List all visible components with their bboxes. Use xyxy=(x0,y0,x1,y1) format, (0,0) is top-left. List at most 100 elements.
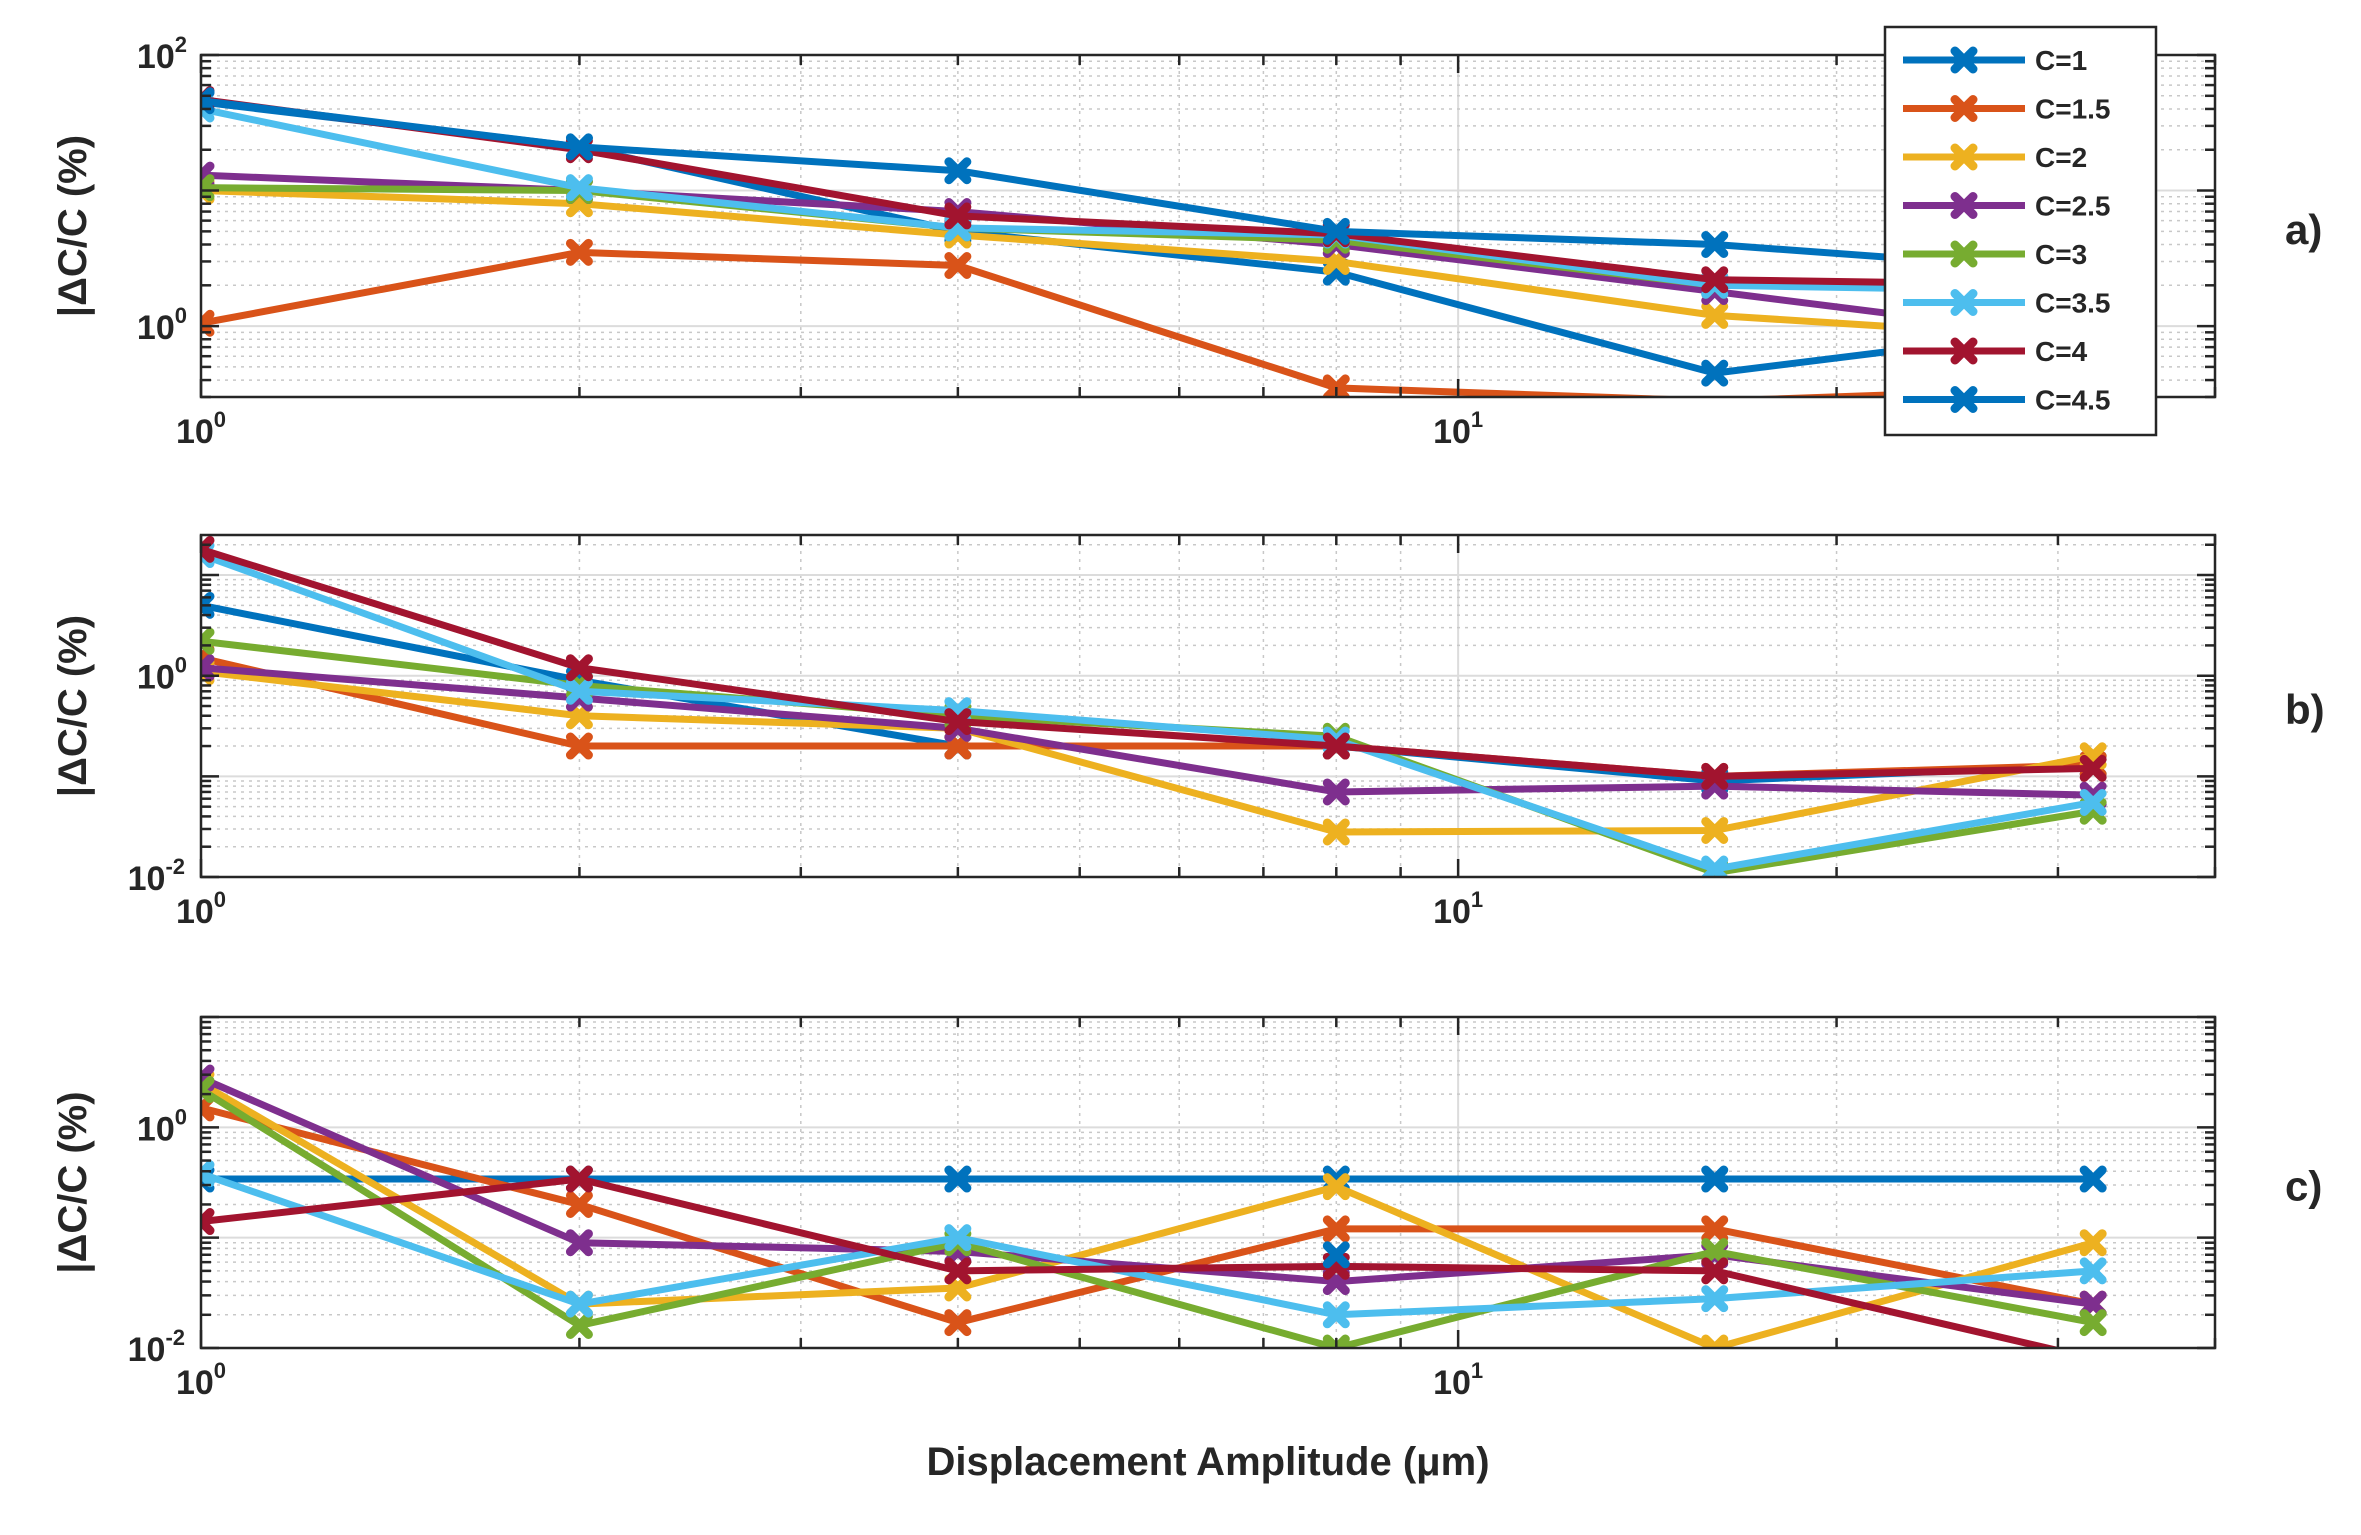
data-point-C=3.5 xyxy=(201,1160,215,1188)
data-point-C=4 xyxy=(565,654,593,682)
y-tick-label-base: 10 xyxy=(137,1110,175,1148)
x-tick-label: 101 xyxy=(1433,407,1483,451)
axes-box xyxy=(199,53,2217,399)
y-tick-label-exponent: 0 xyxy=(175,653,187,678)
data-point-C=3.5 xyxy=(565,1290,593,1318)
data-point-C=3.5 xyxy=(1701,1285,1729,1313)
data-point-C=2.5 xyxy=(1322,778,1350,806)
data-point-C=1.5 xyxy=(565,732,593,760)
data-point-C=3 xyxy=(201,627,215,655)
legend-marker-C=2 xyxy=(1950,143,1978,171)
series-line-C=4 xyxy=(201,1175,2063,1348)
data-point-C=1.5 xyxy=(944,252,972,280)
x-tick-label: 101 xyxy=(1433,1358,1483,1402)
series-group xyxy=(201,535,2107,877)
series-line-C=3 xyxy=(201,1086,2094,1348)
x-tick-label-exponent: 0 xyxy=(214,407,226,432)
data-point-C=4 xyxy=(565,1165,593,1193)
x-axis-label: Displacement Amplitude (μm) xyxy=(926,1440,1489,1484)
panel-label: c) xyxy=(2285,1163,2322,1210)
y-tick-label-base: 10 xyxy=(137,38,175,76)
series-line-C=4 xyxy=(201,546,2094,780)
data-point-C=3.5 xyxy=(944,1224,972,1252)
panel-label: a) xyxy=(2285,206,2322,253)
data-point-C=3.5 xyxy=(2079,788,2107,816)
y-tick-label: 10-2 xyxy=(128,854,185,898)
axes-box xyxy=(199,1015,2217,1350)
series-line-C=3.5 xyxy=(201,1170,2094,1319)
series-group xyxy=(201,1064,2107,1348)
series-line-C=3.5 xyxy=(201,105,2094,296)
series-line-C=2 xyxy=(201,668,2094,836)
data-point-C=2.5 xyxy=(2079,1290,2107,1318)
data-point-C=4 xyxy=(944,202,972,230)
legend-label-C=2.5: C=2.5 xyxy=(2035,191,2111,222)
x-tick-label: 101 xyxy=(1433,887,1483,931)
y-tick-label-base: 10 xyxy=(137,309,175,347)
data-point-C=4 xyxy=(1701,762,1729,790)
data-point-C=2.5 xyxy=(201,654,215,682)
x-tick-label-exponent: 0 xyxy=(214,887,226,912)
data-point-C=1.5 xyxy=(565,1190,593,1218)
data-point-C=1.5 xyxy=(1701,1215,1729,1243)
x-tick-label-exponent: 1 xyxy=(1471,887,1483,912)
series-line-C=4.5 xyxy=(201,97,2094,276)
legend-marker-C=4.5 xyxy=(1950,386,1978,413)
data-point-C=4 xyxy=(944,708,972,736)
data-point-C=4.5 xyxy=(1701,231,1729,259)
legend-label-C=4.5: C=4.5 xyxy=(2035,385,2111,416)
legend-label-C=4: C=4 xyxy=(2035,336,2088,367)
legend-box xyxy=(1883,25,2158,437)
x-tick-label-base: 10 xyxy=(1433,1364,1471,1402)
data-point-C=4 xyxy=(2079,754,2107,782)
data-point-C=2 xyxy=(1701,301,1729,329)
series-line-C=1.5 xyxy=(201,248,2094,397)
data-point-C=4 xyxy=(1322,732,1350,760)
y-tick-label-exponent: 0 xyxy=(175,1104,187,1129)
x-tick-label-exponent: 1 xyxy=(1471,1358,1483,1383)
axes xyxy=(199,533,2217,879)
y-tick-label: 100 xyxy=(137,303,187,347)
data-point-C=2 xyxy=(1322,1173,1350,1201)
data-point-C=4 xyxy=(1701,266,1729,294)
y-tick-label-exponent: -2 xyxy=(165,854,185,879)
data-point-C=4.5 xyxy=(1322,1241,1350,1269)
data-point-C=4 xyxy=(201,1208,215,1236)
x-tick-label-base: 10 xyxy=(176,413,214,451)
data-point-C=1 xyxy=(944,1165,972,1193)
series-line-C=2 xyxy=(201,187,2094,343)
data-point-C=1 xyxy=(2079,1165,2107,1193)
x-tick-label: 100 xyxy=(176,1358,226,1402)
legend-label-C=3.5: C=3.5 xyxy=(2035,288,2111,319)
data-point-C=3.5 xyxy=(565,677,593,705)
y-tick-label-exponent: 0 xyxy=(175,303,187,328)
data-point-C=4.5 xyxy=(944,157,972,185)
data-point-C=1.5 xyxy=(944,1309,972,1337)
data-point-C=3 xyxy=(1322,1334,1350,1348)
legend-marker-C=1.5 xyxy=(1950,95,1978,122)
data-point-C=2.5 xyxy=(565,1229,593,1257)
data-point-C=3 xyxy=(2079,1309,2107,1337)
x-tick-label: 100 xyxy=(176,407,226,451)
legend-label-C=3: C=3 xyxy=(2035,239,2087,270)
y-tick-label-exponent: -2 xyxy=(165,1325,185,1350)
y-tick-label-base: 10 xyxy=(137,659,175,697)
y-tick-label: 102 xyxy=(137,32,187,76)
data-point-C=4.5 xyxy=(1322,217,1350,245)
y-tick-label: 100 xyxy=(137,1104,187,1148)
y-axis-label: |ΔC/C (%) xyxy=(51,1091,95,1273)
data-point-C=3.5 xyxy=(1701,855,1729,877)
x-tick-label: 100 xyxy=(176,887,226,931)
data-point-C=3 xyxy=(1701,1237,1729,1265)
axes xyxy=(199,53,2217,399)
data-point-C=1.5 xyxy=(565,238,593,266)
x-tick-label-base: 10 xyxy=(176,1364,214,1402)
panel-label: b) xyxy=(2285,686,2325,733)
data-point-C=2 xyxy=(1701,1334,1729,1348)
x-tick-label-base: 10 xyxy=(1433,893,1471,931)
y-tick-label: 10-2 xyxy=(128,1325,185,1369)
legend-label-C=1.5: C=1.5 xyxy=(2035,94,2111,125)
